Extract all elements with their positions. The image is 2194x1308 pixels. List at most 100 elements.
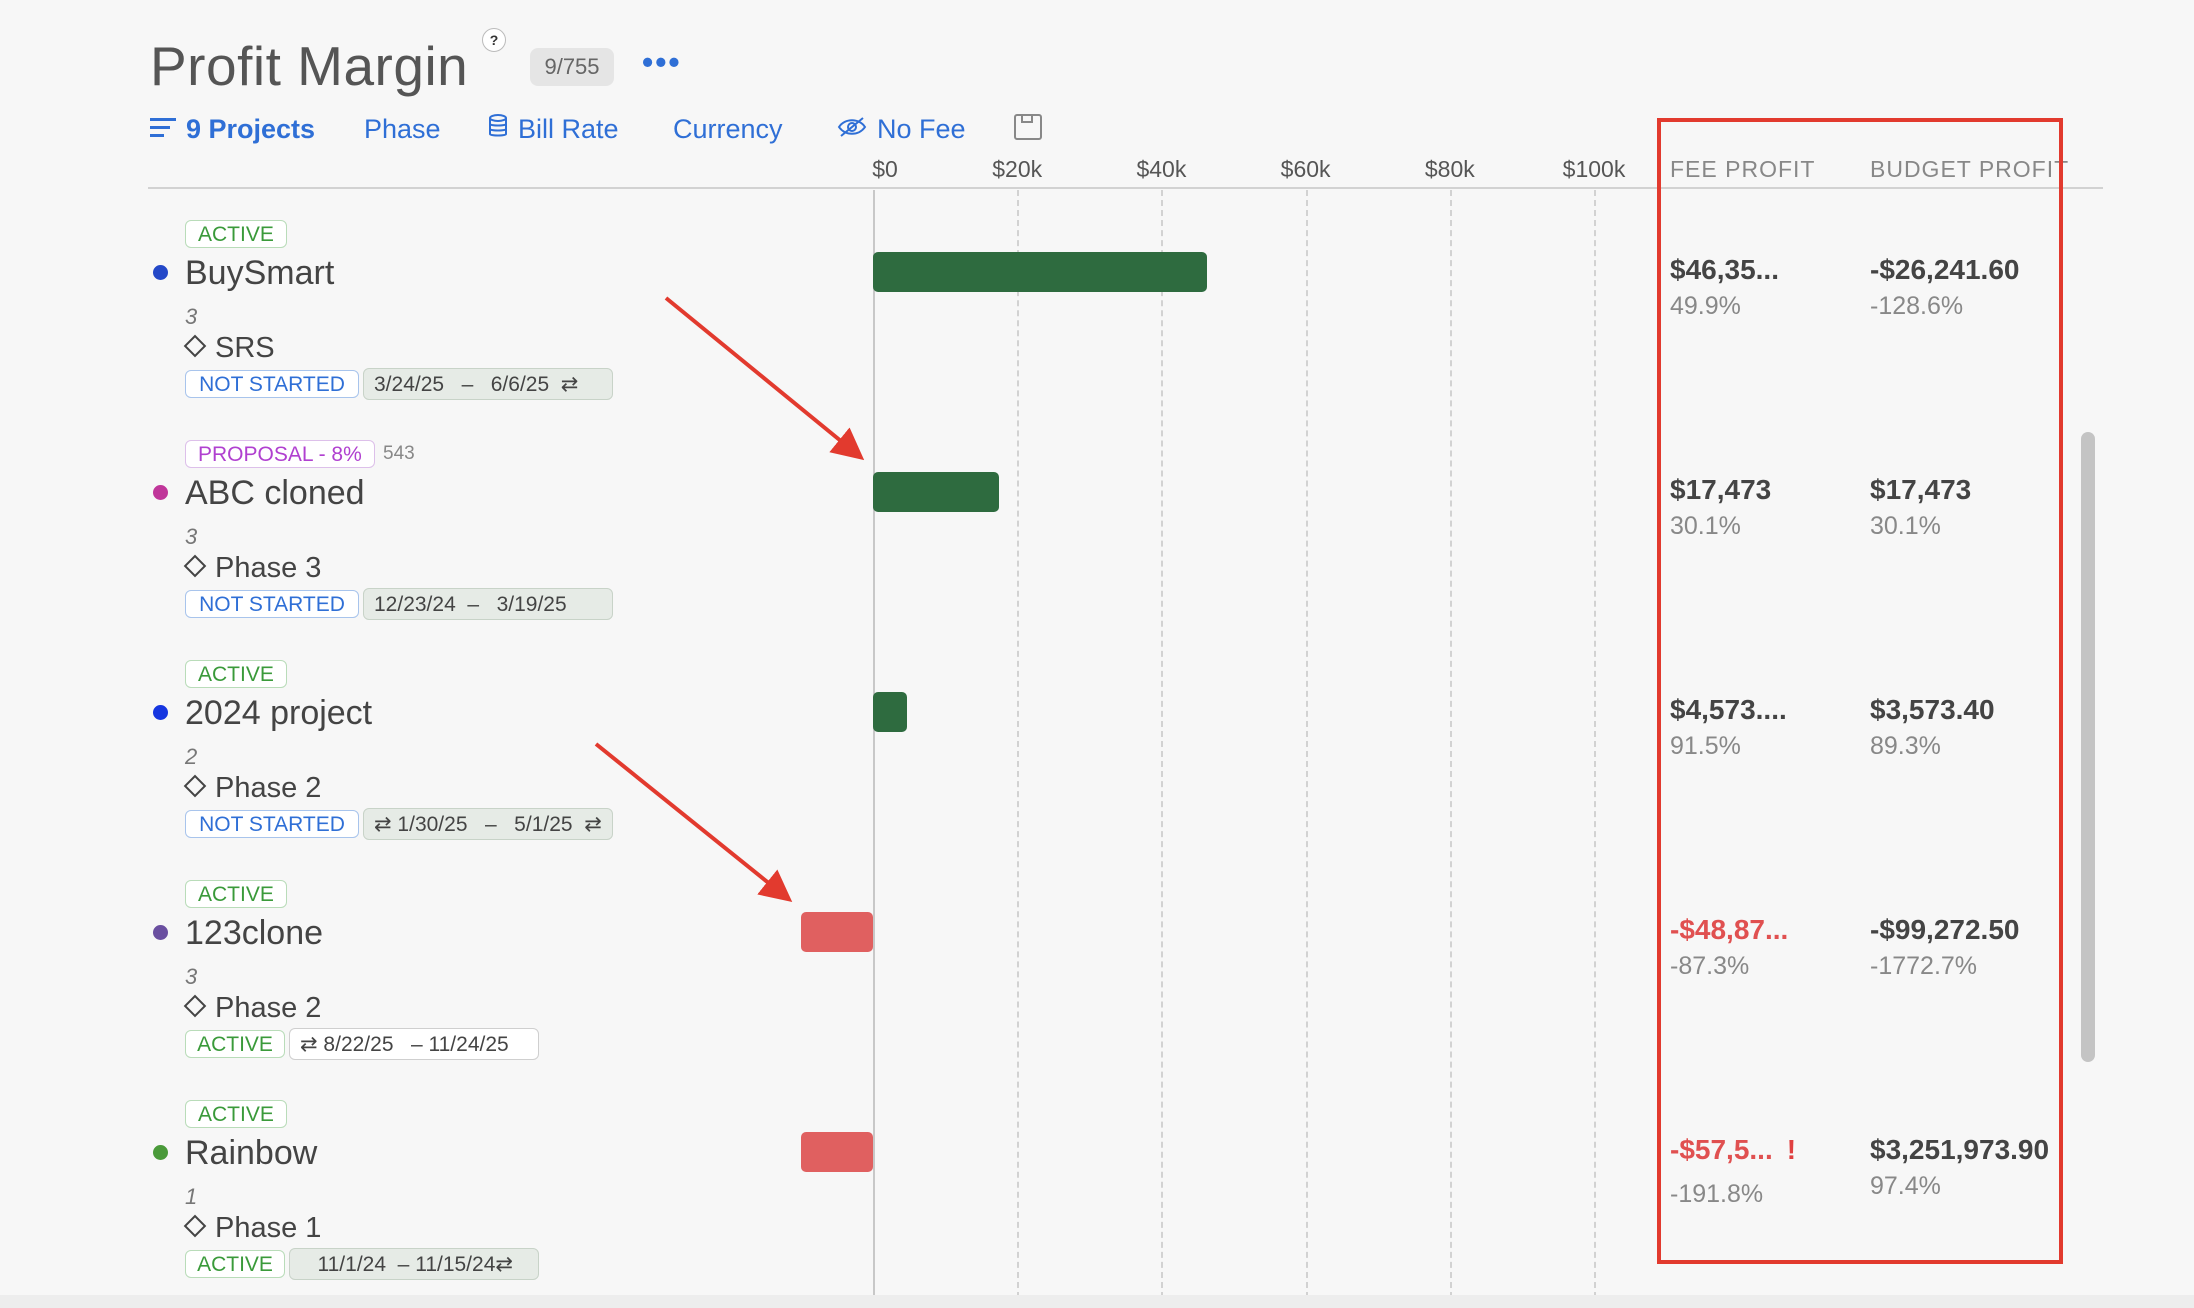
axis-tick-label: $60k xyxy=(1280,156,1331,182)
project-status-badge: ACTIVE xyxy=(185,660,287,688)
phase-date-range[interactable]: 12/23/24 – 3/19/25 xyxy=(363,588,613,620)
profit-bar[interactable] xyxy=(801,1132,873,1172)
phase-date-range[interactable]: 3/24/25 – 6/6/25 ⇄ xyxy=(363,368,613,400)
eye-off-icon xyxy=(837,114,867,145)
phase-row[interactable]: Phase 2 xyxy=(183,772,322,805)
arrow-annotation-1 xyxy=(664,296,865,461)
axis-tick-label: $0 xyxy=(872,156,898,182)
fee-profit-value: $17,473 xyxy=(1670,474,1771,506)
scrollbar-thumb[interactable] xyxy=(2081,432,2095,1062)
project-color-dot xyxy=(153,1145,168,1160)
grid-line xyxy=(1594,190,1596,1308)
list-icon xyxy=(150,114,176,145)
fee-profit-value: -$48,87... xyxy=(1670,914,1788,946)
project-status-badge: PROPOSAL - 8% xyxy=(185,440,375,468)
fee-profit-amount: -$48,87... xyxy=(1670,914,1789,945)
project-phase-count: 2 xyxy=(185,744,198,769)
fee-profit-value: -$57,5...! xyxy=(1670,1134,1796,1166)
profit-bar[interactable] xyxy=(801,912,873,952)
project-name[interactable]: Rainbow xyxy=(185,1134,318,1172)
budget-profit-value: -$26,241.60 xyxy=(1870,254,2020,285)
projects-filter-button[interactable]: 9 Projects xyxy=(150,114,315,145)
phase-name: Phase 1 xyxy=(215,1212,322,1244)
axis-tick-label: $40k xyxy=(1136,156,1187,182)
budget-profit-percent: 97.4% xyxy=(1870,1172,1941,1200)
fee-profit-amount: -$57,5... xyxy=(1670,1134,1773,1165)
project-color-dot xyxy=(153,265,168,280)
phase-name: SRS xyxy=(215,332,275,364)
fee-profit-percent: 91.5% xyxy=(1670,732,1741,760)
phase-row[interactable]: SRS xyxy=(183,332,275,365)
profit-bar[interactable] xyxy=(873,472,999,512)
fee-profit-amount: $4,573.... xyxy=(1670,694,1787,725)
project-phase-count: 1 xyxy=(185,1184,198,1209)
phase-status-badge: NOT STARTED xyxy=(185,370,359,398)
bottom-edge xyxy=(0,1295,2194,1308)
phase-status-badge: ACTIVE xyxy=(185,1030,285,1058)
currency-button[interactable]: Currency xyxy=(673,114,783,144)
arrow-annotation-2 xyxy=(594,742,793,903)
project-phase-count: 3 xyxy=(185,304,198,329)
project-color-dot xyxy=(153,485,168,500)
fee-profit-header[interactable]: FEE PROFIT xyxy=(1670,156,1816,182)
fee-profit-percent: 49.9% xyxy=(1670,292,1741,320)
phase-row[interactable]: Phase 3 xyxy=(183,552,322,585)
projects-filter-label: 9 Projects xyxy=(186,114,316,144)
axis-tick-label: $80k xyxy=(1424,156,1475,182)
budget-profit-percent: -128.6% xyxy=(1870,292,1964,320)
project-name[interactable]: 123clone xyxy=(185,914,324,952)
count-badge: 9/755 xyxy=(530,48,614,86)
axis-tick-label: $20k xyxy=(992,156,1043,182)
phase-name: Phase 2 xyxy=(215,992,322,1024)
zero-axis-line xyxy=(873,190,875,1308)
grid-line xyxy=(1161,190,1164,1308)
fee-profit-value: $4,573.... xyxy=(1670,694,1787,726)
profit-bar[interactable] xyxy=(873,692,907,732)
project-status-badge: ACTIVE xyxy=(185,1100,287,1128)
axis-tick-label: $100k xyxy=(1562,156,1626,182)
bill-rate-button[interactable]: Bill Rate xyxy=(488,114,619,145)
no-fee-label: No Fee xyxy=(877,114,966,144)
phase-row[interactable]: Phase 1 xyxy=(183,1212,322,1245)
budget-profit-header[interactable]: BUDGET PROFIT xyxy=(1870,156,2070,182)
save-icon[interactable] xyxy=(1014,114,1042,140)
phase-name: Phase 3 xyxy=(215,552,322,584)
project-phase-count: 3 xyxy=(185,524,198,549)
warning-icon[interactable]: ! xyxy=(1786,1134,1797,1165)
budget-profit-percent: -1772.7% xyxy=(1870,952,1978,980)
project-status-badge: ACTIVE xyxy=(185,220,287,248)
help-icon[interactable]: ? xyxy=(482,28,506,52)
profit-bar[interactable] xyxy=(873,252,1208,292)
budget-profit-value: $3,251,973.90 xyxy=(1870,1134,2050,1165)
budget-profit-value: $3,573.40 xyxy=(1870,694,1995,725)
phase-date-range[interactable]: ⇄ 8/22/25 – 11/24/25 xyxy=(289,1028,539,1060)
budget-profit-percent: 30.1% xyxy=(1870,512,1941,540)
project-name[interactable]: ABC cloned xyxy=(185,474,365,512)
fee-profit-amount: $17,473 xyxy=(1670,474,1772,505)
project-color-dot xyxy=(153,925,168,940)
database-icon xyxy=(488,114,508,145)
more-options-icon[interactable]: ••• xyxy=(642,44,682,80)
project-name[interactable]: 2024 project xyxy=(185,694,373,732)
phase-button[interactable]: Phase xyxy=(364,114,441,144)
phase-status-badge: NOT STARTED xyxy=(185,590,359,618)
fee-profit-percent: 30.1% xyxy=(1670,512,1741,540)
proposal-count: 543 xyxy=(383,443,415,464)
grid-line xyxy=(1017,190,1020,1308)
project-name[interactable]: BuySmart xyxy=(185,254,335,292)
phase-date-range[interactable]: 11/1/24 – 11/15/24⇄ xyxy=(289,1248,539,1280)
project-color-dot xyxy=(153,705,168,720)
phase-name: Phase 2 xyxy=(215,772,322,804)
fee-profit-percent: -191.8% xyxy=(1670,1180,1764,1208)
budget-profit-value: -$99,272.50 xyxy=(1870,914,2020,945)
no-fee-button[interactable]: No Fee xyxy=(837,114,966,145)
fee-profit-amount: $46,35... xyxy=(1670,254,1779,285)
budget-profit-percent: 89.3% xyxy=(1870,732,1941,760)
phase-status-badge: NOT STARTED xyxy=(185,810,359,838)
project-status-badge: ACTIVE xyxy=(185,880,287,908)
page-title: Profit Margin xyxy=(150,35,469,97)
phase-date-range[interactable]: ⇄ 1/30/25 – 5/1/25 ⇄ xyxy=(363,808,613,840)
bill-rate-label: Bill Rate xyxy=(518,114,619,144)
phase-row[interactable]: Phase 2 xyxy=(183,992,322,1025)
header-divider xyxy=(148,187,2103,189)
